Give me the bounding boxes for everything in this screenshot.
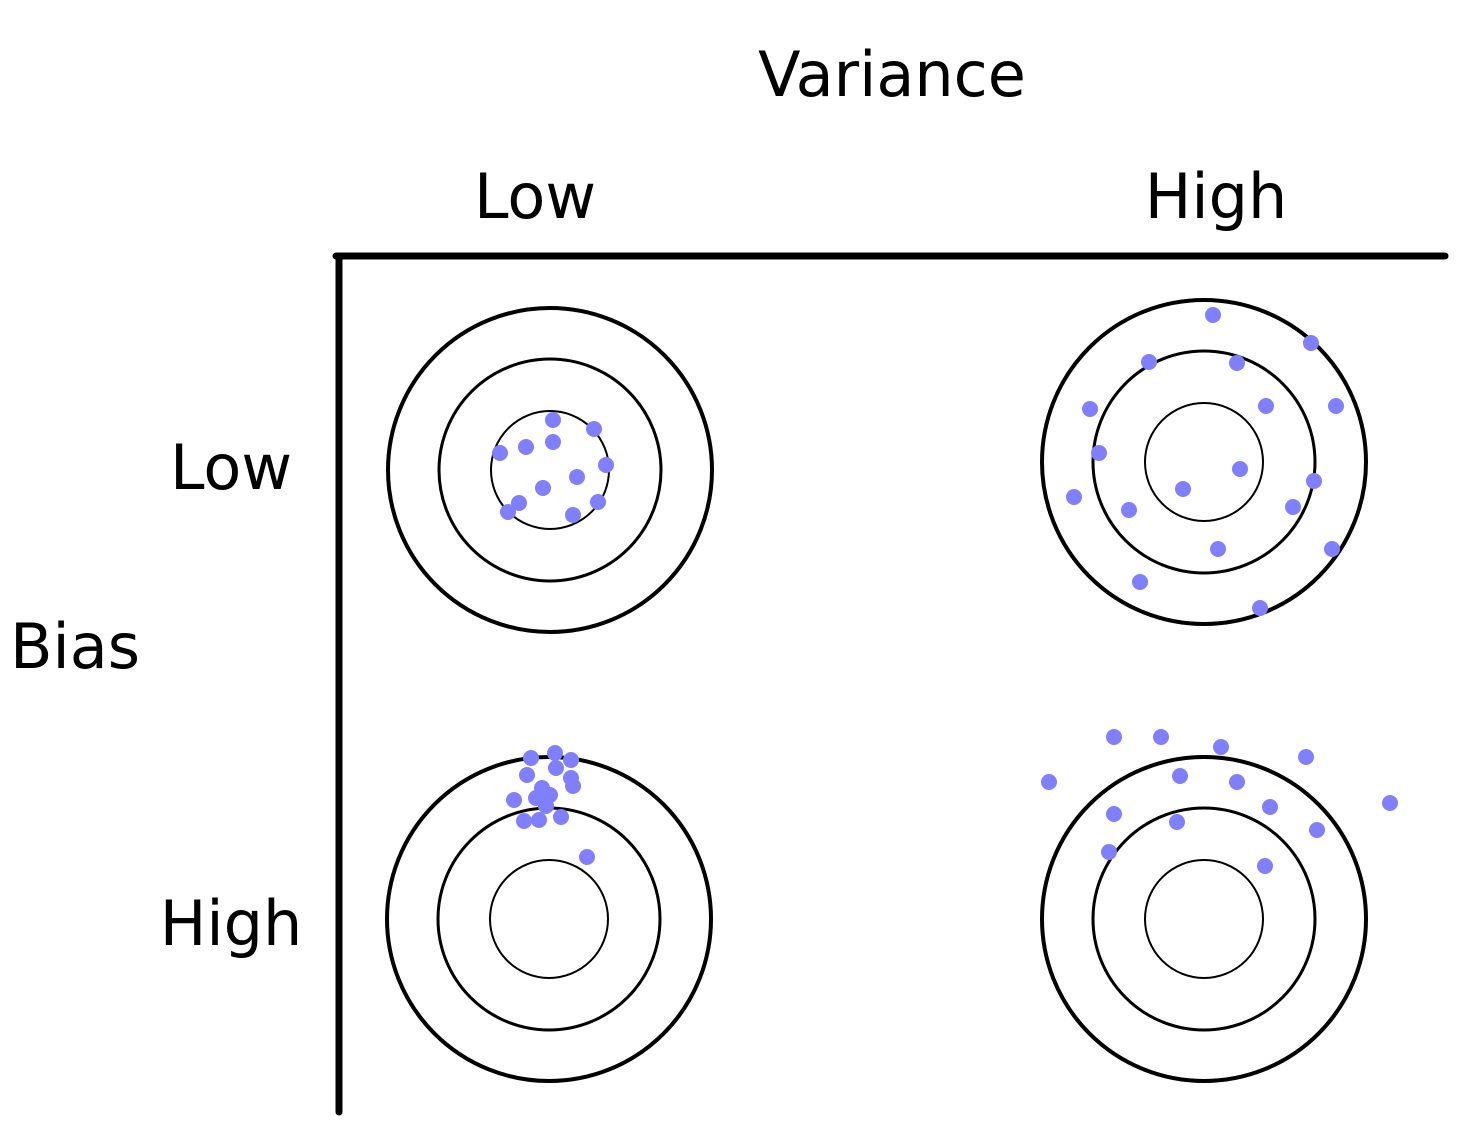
hit-dot xyxy=(535,480,551,496)
target-outer-ring xyxy=(386,306,714,634)
hit-dot xyxy=(538,798,554,814)
hit-dot xyxy=(586,421,602,437)
target-outer-ring xyxy=(1040,298,1368,626)
hit-dot xyxy=(1382,795,1398,811)
hit-dot xyxy=(516,813,532,829)
hit-dot xyxy=(1175,481,1191,497)
hit-dot xyxy=(1257,858,1273,874)
hit-dot xyxy=(1132,574,1148,590)
hit-dot xyxy=(1252,600,1268,616)
hit-dot xyxy=(1303,335,1319,351)
hit-dot xyxy=(1229,355,1245,371)
target-middle-ring xyxy=(1091,349,1317,575)
hit-dots xyxy=(506,745,595,865)
row-label-high: High xyxy=(160,887,303,960)
hit-dot xyxy=(1309,822,1325,838)
hit-dot xyxy=(1213,739,1229,755)
hit-dot xyxy=(1306,473,1322,489)
target-middle-ring xyxy=(1091,806,1317,1032)
hit-dot xyxy=(1091,445,1107,461)
target-inner-ring xyxy=(489,859,609,979)
hit-dot xyxy=(1232,461,1248,477)
hit-dot xyxy=(1262,799,1278,815)
hit-dot xyxy=(1153,729,1169,745)
hit-dot xyxy=(1328,398,1344,414)
hit-dot xyxy=(1101,844,1117,860)
target-low-bias-low-variance xyxy=(386,306,714,634)
hit-dot xyxy=(1082,401,1098,417)
column-label-high: High xyxy=(1145,160,1288,233)
hit-dot xyxy=(1106,806,1122,822)
hit-dot xyxy=(506,792,522,808)
column-label-low: Low xyxy=(474,160,596,233)
hit-dot xyxy=(547,745,563,761)
hit-dot xyxy=(565,778,581,794)
hit-dot xyxy=(1205,307,1221,323)
target-middle-ring xyxy=(437,357,663,583)
hit-dots xyxy=(1041,729,1398,874)
hit-dot xyxy=(1041,774,1057,790)
hit-dot xyxy=(1141,354,1157,370)
hit-dot xyxy=(545,434,561,450)
hit-dot xyxy=(569,469,585,485)
target-low-bias-high-variance xyxy=(1040,298,1368,626)
hit-dot xyxy=(531,812,547,828)
hit-dot xyxy=(563,752,579,768)
hit-dot xyxy=(518,439,534,455)
bias-axis-title: Bias xyxy=(10,610,140,683)
hit-dot xyxy=(548,760,564,776)
hit-dot xyxy=(1210,541,1226,557)
hit-dot xyxy=(1229,774,1245,790)
hit-dot xyxy=(1121,502,1137,518)
hit-dot xyxy=(1258,398,1274,414)
hit-dot xyxy=(545,412,561,428)
variance-axis-title: Variance xyxy=(758,38,1026,111)
target-outer-ring xyxy=(1040,755,1368,1083)
hit-dot xyxy=(598,457,614,473)
row-label-low: Low xyxy=(170,431,292,504)
hit-dot xyxy=(565,507,581,523)
hit-dot xyxy=(1066,489,1082,505)
hit-dot xyxy=(500,504,516,520)
hit-dot xyxy=(1172,768,1188,784)
target-high-bias-low-variance xyxy=(385,745,713,1083)
hit-dot xyxy=(1324,541,1340,557)
hit-dot xyxy=(492,445,508,461)
hit-dots xyxy=(492,412,614,523)
hit-dot xyxy=(523,750,539,766)
hit-dot xyxy=(1298,749,1314,765)
hit-dot xyxy=(1106,729,1122,745)
target-inner-ring xyxy=(1144,859,1264,979)
hit-dot xyxy=(579,849,595,865)
hit-dot xyxy=(1285,499,1301,515)
target-inner-ring xyxy=(1144,402,1264,522)
hit-dot xyxy=(590,494,606,510)
target-high-bias-high-variance xyxy=(1040,729,1398,1083)
hit-dot xyxy=(1169,814,1185,830)
hit-dot xyxy=(553,809,569,825)
target-middle-ring xyxy=(436,806,662,1032)
hit-dot xyxy=(511,495,527,511)
hit-dots xyxy=(1066,307,1344,616)
hit-dot xyxy=(519,767,535,783)
